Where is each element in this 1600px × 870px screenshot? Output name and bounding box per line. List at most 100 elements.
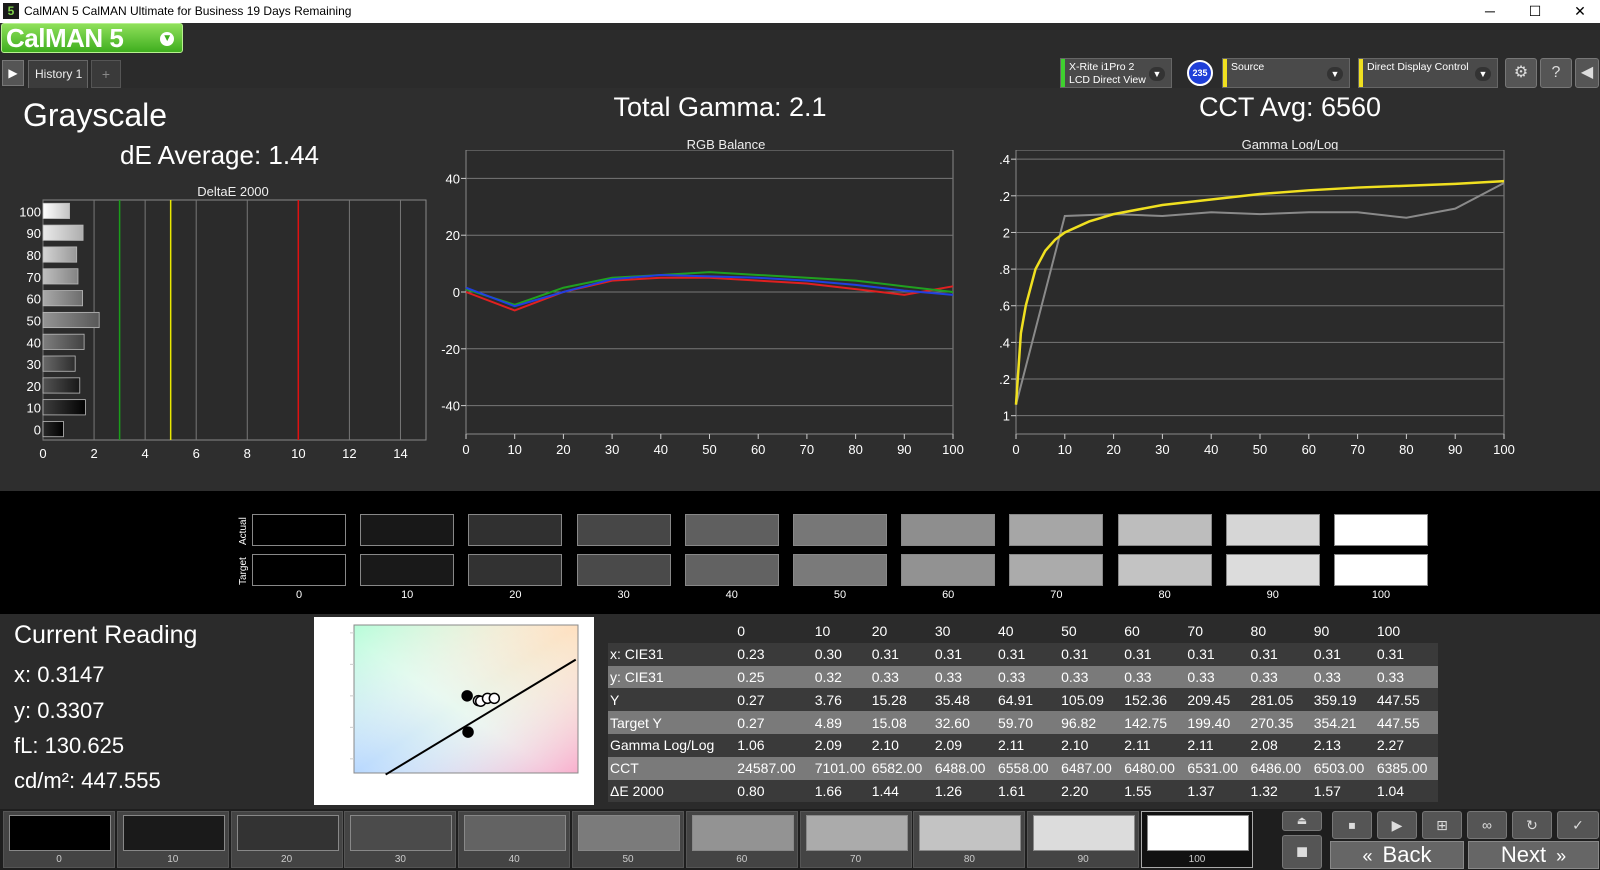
patch-button-50[interactable]: 50 bbox=[572, 811, 684, 868]
table-cell: 1.26 bbox=[932, 779, 996, 803]
calman-logo-menu[interactable]: CalMAN 5 ▼ bbox=[1, 23, 183, 53]
table-cell: 0.33 bbox=[932, 665, 996, 689]
table-header-cell: 50 bbox=[1059, 620, 1123, 643]
patch-button-70[interactable]: 70 bbox=[799, 811, 912, 868]
target-swatch bbox=[1334, 554, 1428, 586]
display-status-stripe bbox=[1359, 59, 1363, 87]
collapse-icon[interactable]: ◀ bbox=[1575, 58, 1599, 88]
x-tick-label: 0.3 bbox=[414, 780, 431, 794]
meter-selector[interactable]: X-Rite i1Pro 2 LCD Direct View ▼ bbox=[1060, 58, 1172, 88]
close-button[interactable]: ✕ bbox=[1574, 3, 1586, 19]
table-cell: 1.44 bbox=[869, 779, 933, 803]
table-cell: 0.31 bbox=[1122, 642, 1186, 666]
y-tick-label: 80 bbox=[27, 248, 41, 263]
x-tick-label: 8 bbox=[244, 446, 251, 461]
patch-button-10[interactable]: 10 bbox=[116, 811, 229, 868]
y-tick-label: 2 bbox=[1003, 225, 1010, 240]
table-header-cell: 100 bbox=[1374, 620, 1438, 643]
help-icon[interactable]: ? bbox=[1540, 58, 1572, 88]
patch-button-0[interactable]: 0 bbox=[3, 811, 115, 868]
minimize-button[interactable]: ─ bbox=[1485, 3, 1495, 19]
table-cell: Target Y bbox=[608, 711, 736, 734]
stop-icon[interactable]: ⏹ bbox=[1332, 811, 1372, 839]
table-row: ΔE 2000 0.80 1.66 1.44 1.26 1.61 2.20 1.55 1.37 1… bbox=[608, 779, 1438, 803]
deltae-bar bbox=[42, 333, 85, 350]
patch-button-20[interactable]: 20 bbox=[230, 811, 343, 868]
next-button[interactable]: Next » bbox=[1468, 841, 1599, 869]
table-cell: 152.36 bbox=[1122, 688, 1186, 712]
patch-swatch bbox=[1147, 815, 1249, 851]
table-cell: 1.55 bbox=[1122, 779, 1186, 803]
swatch-panel bbox=[0, 491, 1600, 614]
actual-swatch bbox=[468, 514, 563, 546]
x-tick-label: 70 bbox=[1350, 442, 1364, 457]
table-cell: 0.31 bbox=[1059, 642, 1123, 666]
table-header-cell: 70 bbox=[1185, 620, 1249, 643]
patch-button-100[interactable]: 100 bbox=[1141, 811, 1253, 868]
gamma-target-line bbox=[1014, 179, 1505, 405]
table-cell: 6385.00 bbox=[1374, 756, 1438, 780]
swatch-label: 40 bbox=[725, 589, 738, 601]
patch-label: 80 bbox=[963, 854, 975, 865]
gear-icon[interactable]: ⚙ bbox=[1505, 58, 1537, 88]
meter-badge[interactable]: 235 bbox=[1187, 60, 1213, 86]
table-cell: 0.33 bbox=[1059, 665, 1123, 689]
play-arrow-icon[interactable]: ▶ bbox=[2, 60, 24, 86]
patch-button-40[interactable]: 40 bbox=[458, 811, 571, 868]
swatch-label: 0 bbox=[295, 589, 303, 601]
stop-square-icon[interactable]: ■ bbox=[1282, 835, 1322, 869]
loop-icon[interactable]: ∞ bbox=[1467, 811, 1507, 839]
table-cell: 2.20 bbox=[1059, 779, 1123, 803]
check-icon[interactable]: ✓ bbox=[1557, 811, 1599, 839]
back-button[interactable]: « Back bbox=[1330, 841, 1464, 869]
patch-button-30[interactable]: 30 bbox=[344, 811, 457, 868]
tab-history[interactable]: History 1 bbox=[28, 60, 88, 88]
y-tick-label: 20 bbox=[27, 379, 41, 394]
patch-swatch bbox=[919, 815, 1022, 851]
x-tick-label: 0 bbox=[462, 442, 469, 457]
patch-label: 70 bbox=[850, 854, 862, 865]
actual-swatch bbox=[360, 514, 455, 546]
chevron-down-icon: ▼ bbox=[1149, 67, 1165, 81]
page-title: Grayscale bbox=[23, 97, 168, 133]
y-tick-label: 1.6 bbox=[1000, 299, 1010, 314]
table-cell: 0.27 bbox=[735, 711, 813, 734]
table-cell: 15.08 bbox=[869, 711, 933, 734]
deltae-chart-title: DeltaE 2000 bbox=[197, 184, 269, 199]
add-tab-button[interactable]: + bbox=[91, 60, 121, 88]
fit-icon[interactable]: ⊞ bbox=[1422, 811, 1462, 839]
x-tick-label: 0 bbox=[39, 446, 46, 461]
y-tick-label: 40 bbox=[446, 171, 460, 186]
table-cell: 6486.00 bbox=[1248, 756, 1312, 780]
y-tick-label: 1.4 bbox=[1000, 335, 1010, 350]
x-tick-label: 40 bbox=[654, 442, 668, 457]
patch-label: 90 bbox=[1077, 854, 1089, 865]
maximize-button[interactable]: ☐ bbox=[1528, 3, 1542, 19]
display-control-selector[interactable]: Direct Display Control ▼ bbox=[1358, 58, 1498, 88]
y-tick-label: 0.32 bbox=[326, 720, 350, 734]
patch-button-90[interactable]: 90 bbox=[1027, 811, 1140, 868]
table-cell: 6558.00 bbox=[995, 756, 1060, 780]
plot-area bbox=[42, 199, 427, 441]
source-selector[interactable]: Source ▼ bbox=[1222, 58, 1350, 88]
swatch-label: 50 bbox=[833, 589, 847, 601]
deltae-bar bbox=[42, 224, 84, 241]
patch-swatch bbox=[464, 815, 567, 851]
x-tick-label: 40 bbox=[1204, 442, 1218, 457]
refresh-icon[interactable]: ↻ bbox=[1512, 811, 1552, 839]
patch-button-80[interactable]: 80 bbox=[913, 811, 1026, 868]
x-tick-label: 12 bbox=[342, 446, 356, 461]
y-tick-label: 50 bbox=[27, 313, 41, 328]
table-row: Y 0.27 3.76 15.28 35.48 64.91 105.09 152.36 209.… bbox=[608, 688, 1438, 712]
target-swatch bbox=[252, 554, 346, 586]
table-cell: 6488.00 bbox=[932, 756, 996, 780]
x-tick-label: 4 bbox=[142, 446, 149, 461]
next-label: Next bbox=[1500, 842, 1547, 867]
table-cell: 0.80 bbox=[735, 779, 813, 803]
patch-button-60[interactable]: 60 bbox=[685, 811, 798, 868]
play-icon[interactable]: ▶ bbox=[1377, 811, 1417, 839]
table-cell: 0.31 bbox=[1248, 642, 1312, 666]
table-cell: 0.31 bbox=[1374, 642, 1438, 666]
eject-icon[interactable]: ⏏ bbox=[1282, 811, 1322, 831]
patch-swatch bbox=[236, 815, 339, 851]
